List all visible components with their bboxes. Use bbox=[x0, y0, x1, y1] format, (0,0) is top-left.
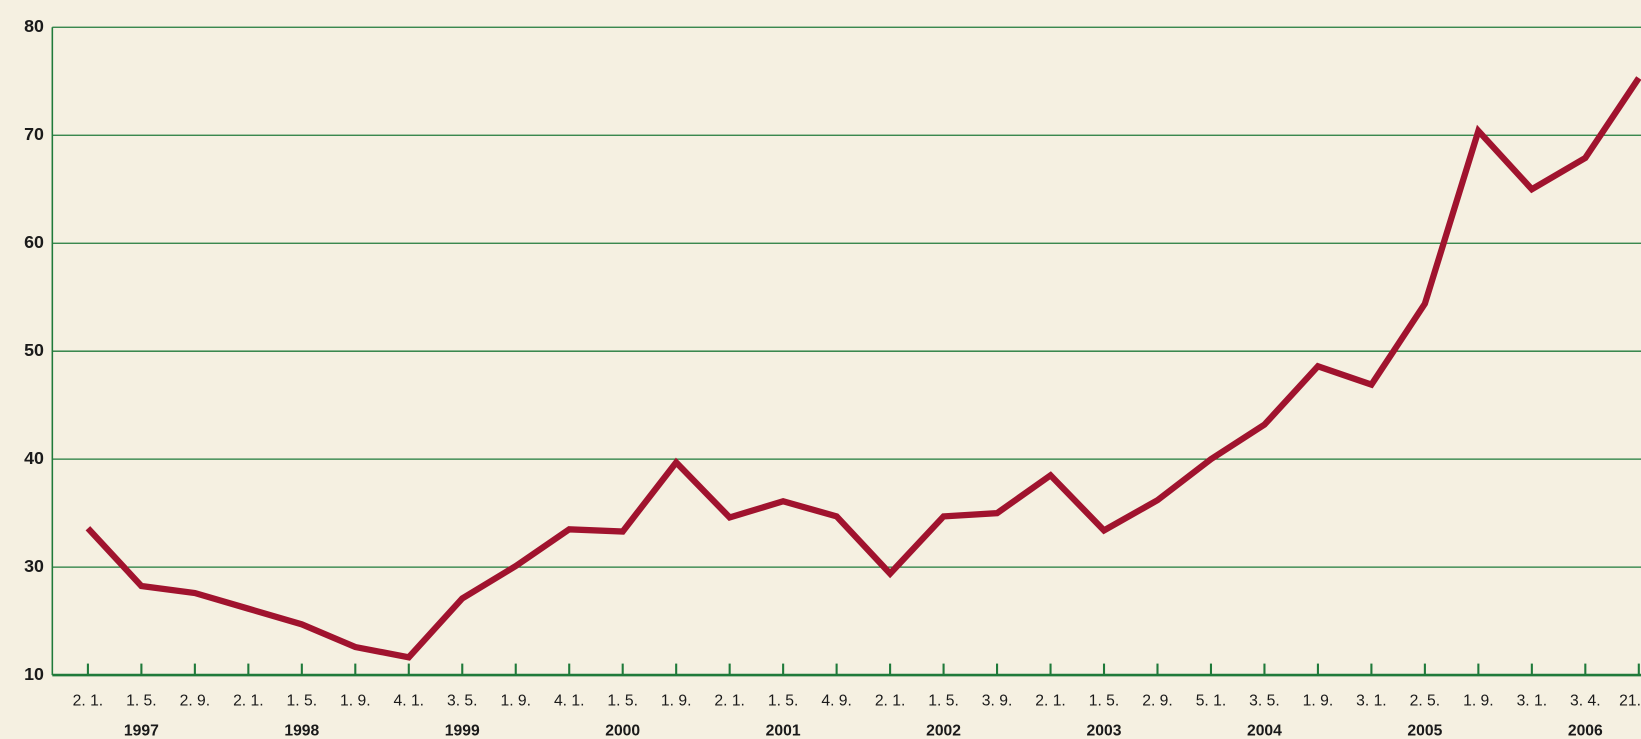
y-tick-label: 40 bbox=[24, 448, 44, 468]
x-tick-label: 1. 5. bbox=[768, 692, 799, 709]
y-tick-label: 10 bbox=[24, 664, 44, 684]
x-tick-label: 4. 9. bbox=[821, 692, 852, 709]
x-tick-label: 2. 5. bbox=[1410, 692, 1441, 709]
x-tick-label: 1. 9. bbox=[500, 692, 531, 709]
x-tick-label: 5. 1. bbox=[1196, 692, 1227, 709]
year-label: 1997 bbox=[124, 723, 159, 739]
x-tick-label: 2. 9. bbox=[180, 692, 211, 709]
x-tick-label: 3. 1. bbox=[1356, 692, 1387, 709]
x-tick-label: 2. 9. bbox=[1142, 692, 1173, 709]
y-tick-label: 30 bbox=[24, 556, 44, 576]
x-tick-label: 1. 5. bbox=[607, 692, 638, 709]
x-tick-label: 21. 4. bbox=[1619, 692, 1641, 709]
x-tick-label: 4. 1. bbox=[394, 692, 425, 709]
y-tick-label: 70 bbox=[24, 124, 44, 144]
year-label: 2001 bbox=[766, 723, 801, 739]
x-tick-label: 2. 1. bbox=[73, 692, 104, 709]
x-tick-label: 1. 9. bbox=[661, 692, 692, 709]
x-tick-label: 1. 5. bbox=[928, 692, 959, 709]
x-tick-label: 4. 1. bbox=[554, 692, 585, 709]
year-label: 2000 bbox=[605, 723, 640, 739]
year-label: 1999 bbox=[445, 723, 480, 739]
y-tick-label: 80 bbox=[24, 16, 44, 36]
x-tick-label: 1. 5. bbox=[126, 692, 157, 709]
x-tick-label: 1. 5. bbox=[287, 692, 318, 709]
x-tick-label: 1. 9. bbox=[340, 692, 371, 709]
x-tick-label: 1. 9. bbox=[1463, 692, 1494, 709]
y-tick-label: 50 bbox=[24, 340, 44, 360]
y-tick-label: 60 bbox=[24, 232, 44, 252]
year-label: 2004 bbox=[1247, 723, 1282, 739]
x-tick-label: 1. 9. bbox=[1303, 692, 1334, 709]
x-tick-label: 3. 1. bbox=[1517, 692, 1548, 709]
x-tick-label: 3. 5. bbox=[447, 692, 478, 709]
x-tick-label: 2. 1. bbox=[714, 692, 745, 709]
x-tick-label: 2. 1. bbox=[233, 692, 264, 709]
x-tick-label: 3. 5. bbox=[1249, 692, 1280, 709]
year-label: 2003 bbox=[1087, 723, 1122, 739]
year-label: 2005 bbox=[1407, 723, 1442, 739]
year-label: 2006 bbox=[1568, 723, 1603, 739]
year-label: 2002 bbox=[926, 723, 961, 739]
x-tick-label: 2. 1. bbox=[1035, 692, 1066, 709]
x-tick-label: 3. 4. bbox=[1570, 692, 1601, 709]
x-tick-label: 3. 9. bbox=[982, 692, 1013, 709]
x-tick-label: 1. 5. bbox=[1089, 692, 1120, 709]
year-label: 1998 bbox=[284, 723, 319, 739]
x-tick-label: 2. 1. bbox=[875, 692, 906, 709]
data-line bbox=[85, 76, 1641, 661]
